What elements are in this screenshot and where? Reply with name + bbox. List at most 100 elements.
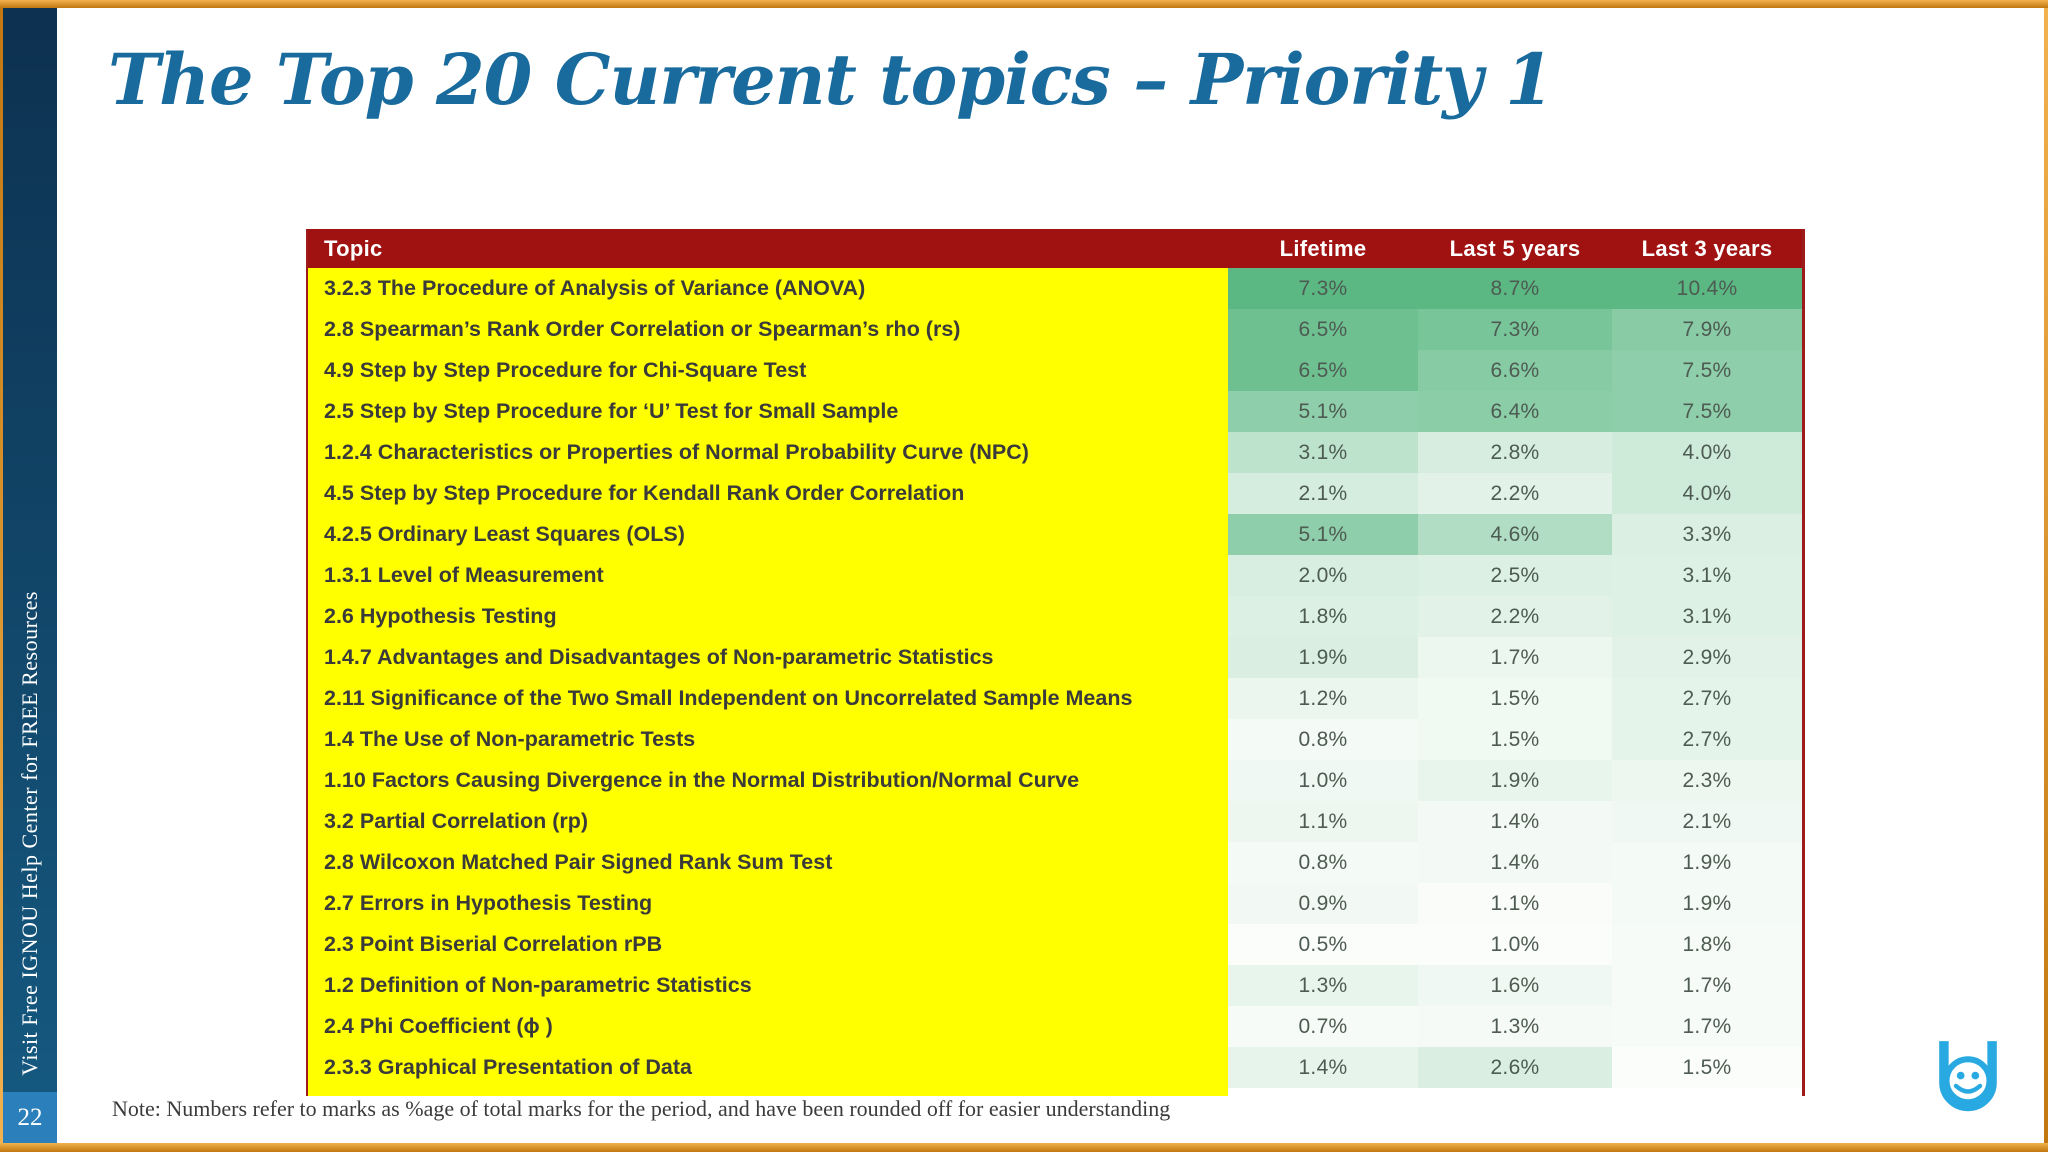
topic-cell: 4.5 Step by Step Procedure for Kendall R… <box>308 473 1228 514</box>
table-row: 2.3 Point Biserial Correlation rPB 0.5% 1.… <box>308 924 1802 965</box>
value-cell: 1.9% <box>1228 637 1418 678</box>
value-cell: 0.8% <box>1228 719 1418 760</box>
value-cell: 4.0% <box>1612 473 1802 514</box>
table-row: 2.11 Significance of the Two Small Indep… <box>308 678 1802 719</box>
slide-bottom-border <box>0 1143 2048 1152</box>
value-cell: 2.7% <box>1612 678 1802 719</box>
value-cell: 1.9% <box>1612 883 1802 924</box>
slide-title: The Top 20 Current topics – Priority 1 <box>108 38 1554 121</box>
value-cell: 8.7% <box>1418 268 1612 309</box>
table-row: 2.8 Spearman’s Rank Order Correlation or… <box>308 309 1802 350</box>
column-header-topic: Topic <box>324 235 383 261</box>
value-cell: 1.8% <box>1612 924 1802 965</box>
value-cell: 1.5% <box>1612 1047 1802 1088</box>
value-cell: 3.1% <box>1612 596 1802 637</box>
sidebar-banner-text: Visit Free IGNOU Help Center for FREE Re… <box>17 591 42 1076</box>
value-cell: 1.4% <box>1418 801 1612 842</box>
table-row: 3.2 Partial Correlation (rp) 1.1% 1.4% 2.1% <box>308 801 1802 842</box>
topic-cell: 2.11 Significance of the Two Small Indep… <box>308 678 1228 719</box>
slide-left-border <box>0 0 3 1152</box>
table-body: 3.2.3 The Procedure of Analysis of Varia… <box>308 268 1802 1088</box>
value-cell: 0.9% <box>1228 883 1418 924</box>
value-cell: 1.4% <box>1228 1047 1418 1088</box>
topic-cell: 2.8 Wilcoxon Matched Pair Signed Rank Su… <box>308 842 1228 883</box>
value-cell: 1.6% <box>1418 965 1612 1006</box>
topics-table: Topic Lifetime Last 5 years Last 3 years… <box>306 229 1805 1096</box>
value-cell: 2.1% <box>1228 473 1418 514</box>
value-cell: 4.0% <box>1612 432 1802 473</box>
topic-cell: 1.4.7 Advantages and Disadvantages of No… <box>308 637 1228 678</box>
value-cell: 3.1% <box>1612 555 1802 596</box>
value-cell: 4.6% <box>1418 514 1612 555</box>
table-row: 3.2.3 The Procedure of Analysis of Varia… <box>308 268 1802 309</box>
value-cell: 1.7% <box>1612 965 1802 1006</box>
value-cell: 2.0% <box>1228 555 1418 596</box>
value-cell: 1.2% <box>1228 678 1418 719</box>
value-cell: 1.3% <box>1418 1006 1612 1047</box>
value-cell: 6.5% <box>1228 350 1418 391</box>
value-cell: 7.3% <box>1228 268 1418 309</box>
value-cell: 2.3% <box>1612 760 1802 801</box>
table-row: 2.8 Wilcoxon Matched Pair Signed Rank Su… <box>308 842 1802 883</box>
value-cell: 10.4% <box>1612 268 1802 309</box>
topic-cell: 3.2 Partial Correlation (rp) <box>308 801 1228 842</box>
value-cell: 2.6% <box>1418 1047 1612 1088</box>
table-row: 4.2.5 Ordinary Least Squares (OLS) 5.1% 4.… <box>308 514 1802 555</box>
table-row: 4.5 Step by Step Procedure for Kendall R… <box>308 473 1802 514</box>
value-cell: 6.6% <box>1418 350 1612 391</box>
topic-cell: 4.2.5 Ordinary Least Squares (OLS) <box>308 514 1228 555</box>
table-header-row: Topic Lifetime Last 5 years Last 3 years <box>308 229 1802 268</box>
value-cell: 1.7% <box>1612 1006 1802 1047</box>
slide-top-border <box>0 0 2048 8</box>
topic-cell: 1.3.1 Level of Measurement <box>308 555 1228 596</box>
topic-cell: 1.4 The Use of Non-parametric Tests <box>308 719 1228 760</box>
table-row: 2.5 Step by Step Procedure for ‘U’ Test … <box>308 391 1802 432</box>
value-cell: 1.5% <box>1418 678 1612 719</box>
column-header-lifetime: Lifetime <box>1279 235 1367 261</box>
value-cell: 0.7% <box>1228 1006 1418 1047</box>
column-header-last-5-years: Last 5 years <box>1449 235 1581 261</box>
value-cell: 6.5% <box>1228 309 1418 350</box>
table-row: 1.4.7 Advantages and Disadvantages of No… <box>308 637 1802 678</box>
value-cell: 1.8% <box>1228 596 1418 637</box>
sidebar-banner: Visit Free IGNOU Help Center for FREE Re… <box>3 8 57 1092</box>
topic-cell: 1.2 Definition of Non-parametric Statist… <box>308 965 1228 1006</box>
value-cell: 7.5% <box>1612 350 1802 391</box>
value-cell: 1.9% <box>1418 760 1612 801</box>
value-cell: 2.7% <box>1612 719 1802 760</box>
topic-cell: 4.9 Step by Step Procedure for Chi-Squar… <box>308 350 1228 391</box>
value-cell: 1.3% <box>1228 965 1418 1006</box>
topic-cell: 2.7 Errors in Hypothesis Testing <box>308 883 1228 924</box>
value-cell: 1.9% <box>1612 842 1802 883</box>
table-bottom-yellow-strip <box>308 1088 1228 1096</box>
value-cell: 1.0% <box>1418 924 1612 965</box>
value-cell: 2.5% <box>1418 555 1612 596</box>
topic-cell: 2.6 Hypothesis Testing <box>308 596 1228 637</box>
table-row: 2.6 Hypothesis Testing 1.8% 2.2% 3.1% <box>308 596 1802 637</box>
value-cell: 0.5% <box>1228 924 1418 965</box>
value-cell: 3.3% <box>1612 514 1802 555</box>
value-cell: 2.2% <box>1418 596 1612 637</box>
value-cell: 5.1% <box>1228 391 1418 432</box>
page-number: 22 <box>17 1104 43 1131</box>
value-cell: 1.1% <box>1418 883 1612 924</box>
topic-cell: 2.4 Phi Coefficient (ϕ ) <box>308 1006 1228 1047</box>
value-cell: 1.5% <box>1418 719 1612 760</box>
table-row: 1.2.4 Characteristics or Properties of N… <box>308 432 1802 473</box>
table-row: 1.4 The Use of Non-parametric Tests 0.8% 1… <box>308 719 1802 760</box>
column-header-last-3-years: Last 3 years <box>1641 235 1773 261</box>
value-cell: 5.1% <box>1228 514 1418 555</box>
value-cell: 0.8% <box>1228 842 1418 883</box>
value-cell: 7.3% <box>1418 309 1612 350</box>
topic-cell: 1.10 Factors Causing Divergence in the N… <box>308 760 1228 801</box>
value-cell: 2.2% <box>1418 473 1612 514</box>
table-row: 2.7 Errors in Hypothesis Testing 0.9% 1.1%… <box>308 883 1802 924</box>
topic-cell: 1.2.4 Characteristics or Properties of N… <box>308 432 1228 473</box>
smiley-u-logo-icon <box>1939 1041 1997 1112</box>
value-cell: 7.5% <box>1612 391 1802 432</box>
topic-cell: 2.3 Point Biserial Correlation rPB <box>308 924 1228 965</box>
table-row: 4.9 Step by Step Procedure for Chi-Squar… <box>308 350 1802 391</box>
table-row: 2.4 Phi Coefficient (ϕ ) 0.7% 1.3% 1.7% <box>308 1006 1802 1047</box>
table-row: 1.2 Definition of Non-parametric Statist… <box>308 965 1802 1006</box>
